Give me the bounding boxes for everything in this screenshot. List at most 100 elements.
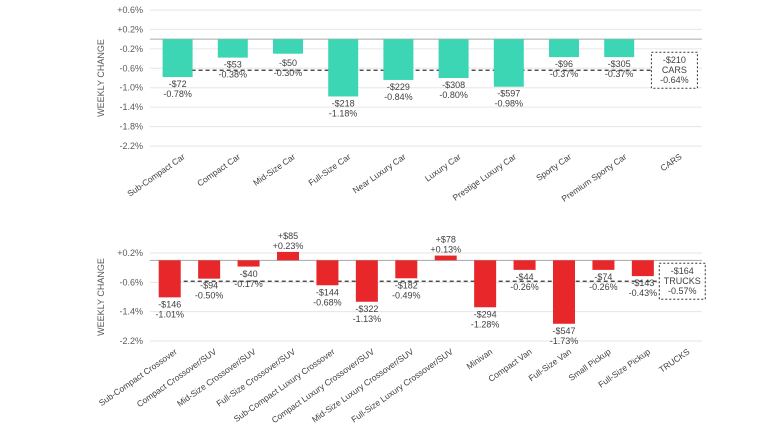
trucks-dollar-label: -$94	[200, 281, 218, 291]
trucks-percent-label: -0.50%	[195, 291, 224, 301]
cars-category-label: Compact Car	[195, 151, 242, 188]
trucks-dollar-label: -$294	[474, 309, 497, 319]
cars-percent-label: -0.78%	[163, 89, 192, 99]
trucks-percent-label: -0.17%	[234, 279, 263, 289]
trucks-dollar-label: -$143	[631, 278, 654, 288]
trucks-category-label: Full-Size Van	[527, 346, 574, 383]
trucks-percent-label: -0.43%	[629, 288, 658, 298]
cars-dollar-label: -$72	[169, 79, 187, 89]
cars-y-tick-label: -1.8%	[119, 122, 143, 132]
cars-percent-label: -0.98%	[495, 99, 524, 109]
cars-percent-label: -0.84%	[384, 92, 413, 102]
cars-dollar-label: -$229	[387, 82, 410, 92]
trucks-dollar-label: -$40	[240, 269, 258, 279]
trucks-average-percent: -0.57%	[668, 286, 697, 296]
cars-y-tick-label: -1.4%	[119, 102, 143, 112]
trucks-percent-label: -1.13%	[353, 314, 382, 324]
cars-bar	[438, 39, 469, 78]
trucks-bar	[553, 260, 575, 324]
trucks-dollar-label: -$144	[316, 287, 339, 297]
cars-y-tick-label: -0.6%	[119, 63, 143, 73]
cars-category-label: Luxury Car	[423, 151, 463, 183]
trucks-percent-label: -0.49%	[392, 290, 421, 300]
cars-percent-label: -0.37%	[550, 69, 579, 79]
cars-average-name: CARS	[662, 65, 687, 75]
cars-category-label: Full-Size Car	[306, 151, 352, 187]
cars-category-label: CARS	[658, 151, 683, 173]
cars-dollar-label: -$597	[497, 89, 520, 99]
trucks-y-tick-label: -1.4%	[119, 307, 143, 317]
trucks-dollar-label: -$74	[594, 272, 612, 282]
cars-category-label: Sub-Compact Car	[125, 151, 187, 198]
cars-bar	[217, 39, 248, 58]
cars-dollar-label: -$305	[608, 59, 631, 69]
trucks-y-tick-label: -2.2%	[119, 336, 143, 346]
cars-category-label: Near Luxury Car	[351, 151, 408, 195]
trucks-y-tick-label: +0.2%	[117, 248, 143, 258]
trucks-dollar-label: -$322	[355, 304, 378, 314]
trucks-dollar-label: +$85	[278, 231, 298, 241]
trucks-bar	[513, 260, 536, 270]
cars-average-dollar: -$210	[663, 55, 686, 65]
cars-dollar-label: -$53	[224, 60, 242, 70]
cars-dollar-label: -$308	[442, 80, 465, 90]
cars-category-label: Sporty Car	[534, 151, 573, 183]
cars-dollar-label: -$218	[332, 98, 355, 108]
trucks-bar	[395, 260, 418, 279]
trucks-bar	[592, 260, 615, 270]
trucks-bar	[198, 260, 221, 279]
trucks-percent-label: -0.26%	[589, 282, 618, 292]
trucks-average-dollar: -$164	[671, 266, 694, 276]
trucks-bar	[158, 260, 181, 298]
trucks-average-box	[658, 262, 706, 300]
trucks-category-label: TRUCKS	[657, 346, 692, 374]
trucks-bar	[355, 260, 378, 302]
cars-percent-label: -0.80%	[439, 90, 468, 100]
trucks-bar	[316, 260, 339, 286]
cars-percent-label: -0.30%	[274, 68, 303, 78]
trucks-dollar-label: -$182	[395, 280, 418, 290]
trucks-percent-label: +0.23%	[273, 241, 304, 251]
trucks-y-tick-label: -0.6%	[119, 277, 143, 287]
trucks-dollar-label: -$44	[516, 272, 534, 282]
trucks-bar	[237, 260, 260, 267]
cars-y-tick-label: +0.6%	[117, 5, 143, 15]
cars-y-axis-title: WEEKLY CHANGE	[96, 39, 106, 117]
cars-average-percent: -0.64%	[660, 75, 689, 85]
trucks-bar	[631, 260, 654, 277]
trucks-percent-label: -1.73%	[550, 336, 579, 346]
trucks-dollar-label: -$146	[158, 299, 181, 309]
trucks-category-label: Minivan	[465, 346, 495, 371]
cars-y-tick-label: -2.2%	[119, 141, 143, 151]
trucks-bar	[474, 260, 497, 308]
cars-dollar-label: -$50	[279, 58, 297, 68]
cars-bar	[162, 39, 193, 78]
trucks-dollar-label: -$547	[552, 326, 575, 336]
trucks-percent-label: +0.13%	[430, 245, 461, 255]
cars-y-tick-label: -0.2%	[119, 44, 143, 54]
trucks-category-label: Compact Van	[486, 346, 534, 384]
cars-y-tick-label: -1.0%	[119, 83, 143, 93]
trucks-percent-label: -0.68%	[313, 297, 342, 307]
cars-bar	[328, 39, 359, 97]
cars-percent-label: -0.38%	[219, 70, 248, 80]
cars-average-box	[650, 51, 698, 89]
trucks-percent-label: -1.01%	[155, 309, 184, 319]
cars-bar	[549, 39, 579, 58]
trucks-average-name: TRUCKS	[664, 276, 701, 286]
trucks-percent-label: -0.26%	[510, 282, 539, 292]
trucks-percent-label: -1.28%	[471, 319, 500, 329]
cars-y-tick-label: +0.2%	[117, 24, 143, 34]
cars-bar	[273, 39, 303, 54]
cars-category-label: Mid-Size Car	[251, 151, 297, 187]
cars-percent-label: -0.37%	[605, 69, 634, 79]
cars-dollar-label: -$96	[555, 59, 573, 69]
cars-bar	[493, 39, 524, 87]
trucks-y-axis-title: WEEKLY CHANGE	[96, 258, 106, 336]
cars-percent-label: -1.18%	[329, 108, 358, 118]
trucks-bar	[277, 251, 299, 261]
cars-bar	[383, 39, 414, 80]
trucks-dollar-label: +$78	[436, 235, 456, 245]
trucks-bar	[434, 255, 457, 261]
